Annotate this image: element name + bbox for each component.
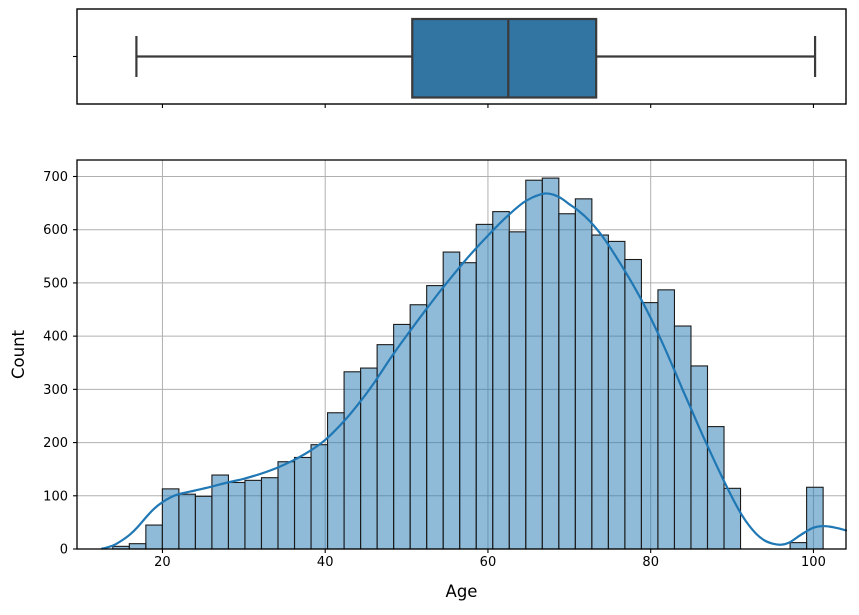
y-axis-label: Count bbox=[9, 329, 28, 379]
y-tick-label: 300 bbox=[43, 383, 68, 398]
histogram-bar bbox=[508, 231, 527, 550]
x-tick-label: 40 bbox=[317, 555, 334, 570]
box bbox=[411, 17, 598, 99]
histogram-bar bbox=[360, 367, 378, 550]
histogram-bar bbox=[706, 426, 725, 550]
histogram-bar bbox=[409, 304, 428, 550]
histogram-bar bbox=[789, 542, 808, 550]
histogram-bar bbox=[260, 477, 279, 550]
histogram-bar bbox=[541, 177, 560, 550]
histogram-bar bbox=[293, 456, 312, 550]
y-tick-label: 0 bbox=[60, 543, 68, 558]
y-tick-label: 200 bbox=[43, 436, 68, 451]
y-tick-label: 700 bbox=[43, 170, 68, 185]
histogram-bar bbox=[624, 258, 642, 550]
histogram-bar bbox=[244, 479, 263, 550]
y-tick-label: 600 bbox=[43, 223, 68, 238]
histogram-bar bbox=[327, 412, 345, 550]
histogram-bar bbox=[442, 251, 461, 550]
histogram-bar bbox=[178, 493, 196, 550]
y-tick-label: 500 bbox=[43, 276, 68, 291]
histogram-bar bbox=[475, 223, 494, 550]
histogram-bar bbox=[607, 240, 626, 550]
histogram-bar bbox=[145, 524, 163, 550]
y-tick-label: 400 bbox=[43, 330, 68, 345]
histogram-bar bbox=[227, 481, 246, 550]
x-tick-label: 60 bbox=[480, 555, 497, 570]
histogram-bar bbox=[558, 213, 576, 550]
histogram-bar bbox=[525, 179, 543, 550]
histogram-bar bbox=[673, 325, 692, 550]
histogram-bar bbox=[343, 371, 362, 550]
x-tick-label: 80 bbox=[642, 555, 659, 570]
histogram-bar bbox=[574, 198, 593, 550]
histogram-bar bbox=[640, 302, 659, 550]
kde-curve bbox=[101, 192, 848, 550]
histogram-frame bbox=[76, 159, 847, 550]
histogram-bar bbox=[492, 211, 510, 550]
histogram-bar bbox=[393, 323, 411, 550]
histogram-bar bbox=[310, 444, 329, 550]
histogram-bar bbox=[194, 495, 213, 550]
histogram-bar bbox=[657, 289, 676, 550]
histogram-bar bbox=[690, 365, 709, 550]
histogram-bar bbox=[459, 262, 477, 550]
x-tick-label: 100 bbox=[801, 555, 826, 570]
x-tick-label: 20 bbox=[154, 555, 171, 570]
histogram-bar bbox=[277, 461, 296, 550]
histogram-bar bbox=[806, 486, 824, 550]
histogram-bar bbox=[591, 234, 609, 550]
histogram-bar bbox=[128, 543, 147, 550]
y-tick-label: 100 bbox=[43, 489, 68, 504]
histogram-bar bbox=[426, 285, 444, 550]
x-axis-label: Age bbox=[446, 582, 478, 601]
